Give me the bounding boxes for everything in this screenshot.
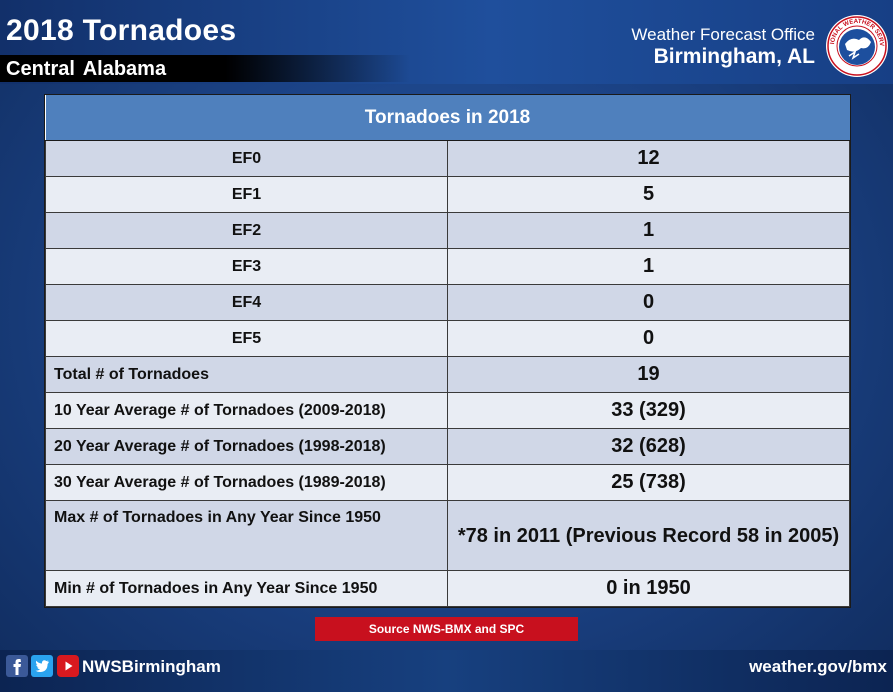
row-value: 33 (329) (447, 392, 850, 429)
row-label: EF0 (45, 140, 448, 177)
source-banner: Source NWS-BMX and SPC (315, 617, 578, 641)
row-value: 25 (738) (447, 464, 850, 501)
footer-band (0, 650, 893, 692)
table-row: Max # of Tornadoes in Any Year Since 195… (45, 500, 850, 571)
table-row: EF4 0 (45, 284, 850, 321)
row-value: 1 (447, 248, 850, 285)
row-value: *78 in 2011 (Previous Record 58 in 2005) (447, 500, 850, 571)
row-value: 5 (447, 176, 850, 213)
row-label: EF4 (45, 284, 448, 321)
row-label: 20 Year Average # of Tornadoes (1998-201… (45, 428, 448, 465)
office-location: Birmingham, AL (653, 45, 815, 68)
table-title: Tornadoes in 2018 (45, 95, 850, 141)
row-value: 12 (447, 140, 850, 177)
row-label: Total # of Tornadoes (45, 356, 448, 393)
row-value: 19 (447, 356, 850, 393)
row-label: EF5 (45, 320, 448, 357)
table-row: EF0 12 (45, 140, 850, 177)
row-label: 10 Year Average # of Tornadoes (2009-201… (45, 392, 448, 429)
table-row: EF3 1 (45, 248, 850, 285)
nws-logo-icon: NATIONAL WEATHER SERVICE (825, 14, 888, 77)
tornado-table: Tornadoes in 2018 EF0 12 EF1 5 EF2 1 EF3… (44, 94, 851, 608)
row-label: EF2 (45, 212, 448, 249)
row-label: Max # of Tornadoes in Any Year Since 195… (45, 500, 448, 571)
row-value: 1 (447, 212, 850, 249)
table-row: 10 Year Average # of Tornadoes (2009-201… (45, 392, 850, 429)
youtube-icon[interactable] (57, 655, 79, 677)
row-label: EF1 (45, 176, 448, 213)
row-value: 0 (447, 284, 850, 321)
row-value: 0 in 1950 (447, 570, 850, 607)
row-label: Min # of Tornadoes in Any Year Since 195… (45, 570, 448, 607)
page-subtitle: Central Alabama (6, 58, 167, 80)
facebook-icon[interactable] (6, 655, 28, 677)
table-row: 30 Year Average # of Tornadoes (1989-201… (45, 464, 850, 501)
row-value: 0 (447, 320, 850, 357)
website-link[interactable]: weather.gov/bmx (749, 657, 887, 676)
table-row: EF1 5 (45, 176, 850, 213)
twitter-icon[interactable] (31, 655, 53, 677)
office-label: Weather Forecast Office (631, 25, 815, 44)
table-row: EF5 0 (45, 320, 850, 357)
row-label: EF3 (45, 248, 448, 285)
table-row: EF2 1 (45, 212, 850, 249)
social-handle[interactable]: NWSBirmingham (82, 657, 221, 676)
page-title: 2018 Tornadoes (6, 14, 237, 47)
row-value: 32 (628) (447, 428, 850, 465)
row-label: 30 Year Average # of Tornadoes (1989-201… (45, 464, 448, 501)
table-row: Total # of Tornadoes 19 (45, 356, 850, 393)
table-row: 20 Year Average # of Tornadoes (1998-201… (45, 428, 850, 465)
table-row: Min # of Tornadoes in Any Year Since 195… (45, 570, 850, 607)
subtitle-bar (0, 55, 410, 82)
